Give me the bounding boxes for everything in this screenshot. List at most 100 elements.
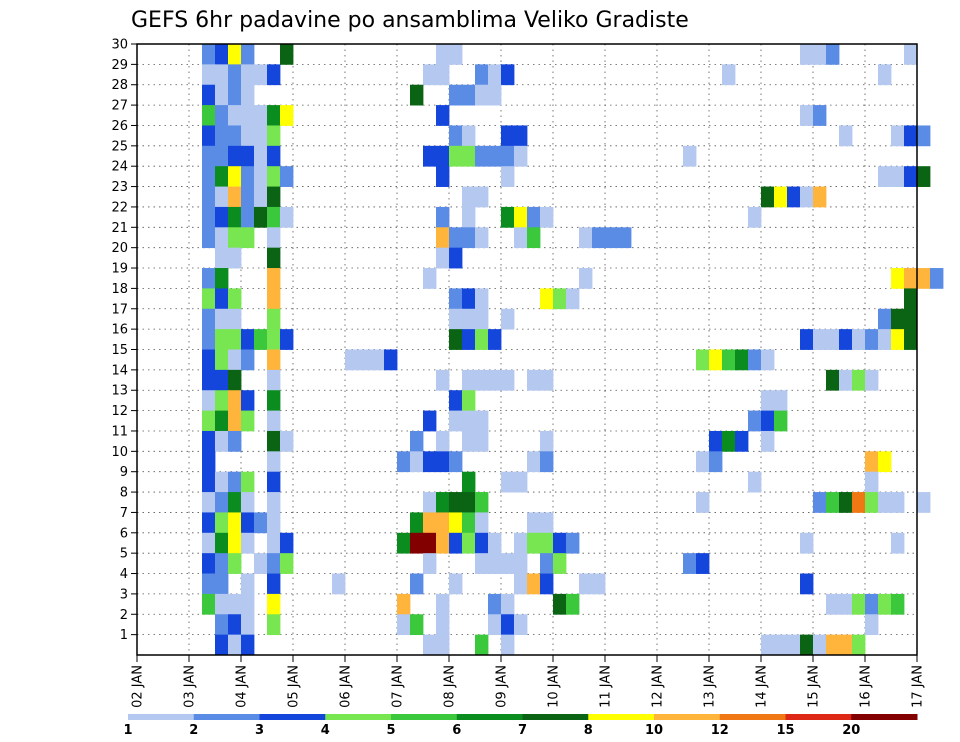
heatmap-cell: [488, 553, 502, 574]
heatmap-cell: [826, 634, 840, 656]
heatmap-cell: [423, 634, 437, 656]
colorbar-label: 1: [123, 723, 132, 738]
heatmap-cell: [332, 573, 346, 595]
heatmap-cell: [267, 430, 281, 452]
heatmap-cell: [215, 64, 229, 86]
heatmap-cell: [215, 349, 229, 371]
heatmap-cell: [462, 186, 476, 208]
heatmap-cell: [592, 573, 606, 595]
heatmap-cell: [553, 593, 567, 615]
heatmap-cell: [878, 64, 892, 86]
y-tick-label: 13: [111, 384, 128, 399]
heatmap-cell: [488, 532, 502, 554]
heatmap-cell: [891, 329, 905, 350]
heatmap-cell: [813, 105, 827, 126]
y-tick-label: 29: [111, 58, 128, 73]
heatmap-cell: [241, 532, 255, 554]
heatmap-cell: [904, 125, 918, 147]
heatmap-cell: [215, 593, 229, 615]
heatmap-cell: [215, 227, 229, 249]
y-tick-label: 7: [120, 506, 128, 521]
heatmap-cell: [878, 492, 892, 513]
heatmap-cell: [826, 593, 840, 615]
heatmap-cell: [475, 288, 489, 310]
heatmap-cell: [215, 186, 229, 208]
heatmap-cell: [254, 105, 268, 126]
heatmap-cell: [202, 369, 216, 391]
chart-title: GEFS 6hr padavine po ansamblima Veliko G…: [131, 8, 689, 33]
heatmap-cell: [865, 451, 879, 473]
heatmap-cell: [436, 166, 450, 187]
heatmap-cell: [280, 166, 294, 187]
heatmap-cell: [501, 125, 515, 147]
heatmap-cell: [228, 492, 242, 513]
heatmap-cell: [540, 532, 554, 554]
y-tick-label: 1: [120, 628, 128, 643]
heatmap-cell: [228, 430, 242, 452]
colorbar-swatch: [391, 714, 458, 720]
x-tick-label: 05 JAN: [287, 665, 302, 708]
heatmap-cell: [683, 553, 697, 574]
heatmap-cell: [267, 573, 281, 595]
heatmap-cell: [241, 206, 255, 228]
heatmap-cell: [462, 227, 476, 249]
heatmap-cell: [215, 308, 229, 330]
heatmap-cell: [228, 471, 242, 493]
y-tick-label: 28: [111, 78, 128, 93]
heatmap-cell: [865, 492, 879, 513]
colorbar-swatch: [325, 714, 392, 720]
heatmap-cell: [774, 410, 788, 432]
heatmap-cell: [254, 186, 268, 208]
heatmap-cell: [215, 430, 229, 452]
heatmap-cell: [800, 186, 814, 208]
x-tick-label: 15 JAN: [807, 665, 822, 708]
heatmap-cell: [410, 451, 424, 473]
heatmap-cell: [436, 430, 450, 452]
x-tick-label: 07 JAN: [391, 665, 406, 708]
heatmap-cell: [436, 369, 450, 391]
heatmap-cell: [449, 512, 463, 534]
heatmap-cell: [423, 553, 437, 574]
y-tick-label: 8: [120, 486, 128, 501]
heatmap-cell: [241, 410, 255, 432]
y-tick-label: 2: [120, 608, 128, 623]
heatmap-cell: [241, 166, 255, 187]
heatmap-cell: [878, 308, 892, 330]
colorbar-swatch: [193, 714, 260, 720]
heatmap-cell: [813, 329, 827, 350]
heatmap-cell: [813, 634, 827, 656]
heatmap-cell: [449, 308, 463, 330]
x-tick-label: 12 JAN: [651, 665, 666, 708]
heatmap-cell: [241, 390, 255, 411]
heatmap-cell: [566, 532, 580, 554]
heatmap-cell: [241, 329, 255, 350]
heatmap-cell: [514, 614, 528, 636]
heatmap-cell: [449, 451, 463, 473]
y-tick-label: 9: [120, 465, 128, 480]
heatmap-cell: [267, 451, 281, 473]
heatmap-cell: [267, 329, 281, 350]
heatmap-cell: [202, 84, 216, 106]
heatmap-cell: [449, 227, 463, 249]
heatmap-cell: [579, 573, 593, 595]
heatmap-cell: [397, 451, 411, 473]
heatmap-cell: [280, 206, 294, 228]
heatmap-cell: [215, 369, 229, 391]
heatmap-cell: [436, 105, 450, 126]
heatmap-cell: [215, 125, 229, 147]
heatmap-cell: [709, 349, 723, 371]
heatmap-cell: [397, 593, 411, 615]
heatmap-cell: [787, 186, 801, 208]
heatmap-cell: [566, 593, 580, 615]
heatmap-cell: [267, 390, 281, 411]
heatmap-cell: [423, 64, 437, 86]
x-tick-label: 06 JAN: [339, 665, 354, 708]
heatmap-cell: [254, 512, 268, 534]
heatmap-cell: [241, 471, 255, 493]
heatmap-cell: [501, 553, 515, 574]
heatmap-cell: [462, 410, 476, 432]
colorbar-label: 8: [584, 723, 593, 738]
y-tick-label: 4: [120, 567, 128, 582]
x-tick-label: 03 JAN: [183, 665, 198, 708]
heatmap-cell: [228, 44, 242, 65]
